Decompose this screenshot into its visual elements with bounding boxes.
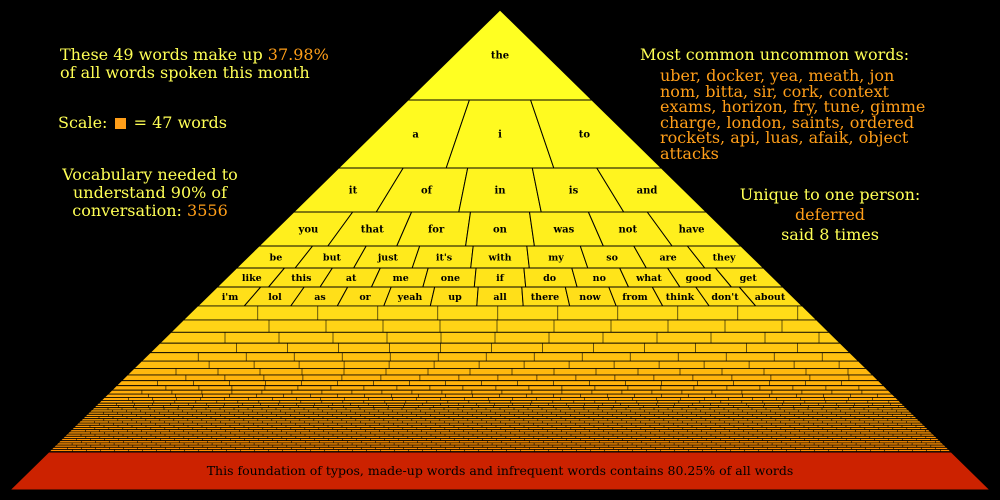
brick-row — [100, 397, 900, 401]
word-label: my — [548, 253, 564, 264]
brick-row — [158, 331, 842, 344]
word-label: at — [346, 273, 357, 284]
word-label: just — [377, 253, 399, 264]
word-label: for — [428, 225, 445, 236]
word-label: all — [493, 292, 507, 303]
word-label: this — [291, 273, 311, 284]
word-label: was — [553, 225, 575, 236]
word-label: good — [686, 273, 712, 284]
word-label: not — [619, 225, 638, 236]
word-label: and — [637, 186, 658, 197]
word-label: have — [679, 225, 705, 236]
scale-text: = 47 words — [133, 113, 227, 132]
word-label: the — [491, 51, 509, 62]
brick-row — [126, 368, 874, 376]
vocab-value: 3556 — [187, 201, 228, 220]
brick-row — [182, 305, 818, 321]
word-label: get — [740, 273, 758, 284]
word-label: of — [421, 186, 433, 197]
vocab-line-3: conversation: — [72, 201, 182, 220]
scale-label: Scale: — [58, 113, 108, 132]
word-label: think — [666, 292, 695, 303]
word-label: up — [448, 292, 462, 303]
brick-row — [110, 385, 890, 391]
word-brick — [529, 99, 663, 169]
word-label: i'm — [222, 292, 239, 303]
word-label: do — [543, 273, 556, 284]
coverage-percent: 37.98% — [267, 45, 329, 64]
uncommon-words-list: uber, docker, yea, meath, jon nom, bitta,… — [660, 68, 990, 161]
uncommon-words-line: charge, london, saints, ordered — [660, 112, 915, 132]
word-label: one — [441, 273, 460, 284]
uncommon-words-line: rockets, api, luas, afaik, object — [660, 128, 909, 147]
word-label: don't — [711, 292, 739, 303]
word-label: as — [314, 292, 326, 303]
word-label: that — [361, 225, 384, 236]
word-label: be — [270, 253, 283, 264]
brick-row — [149, 342, 851, 354]
word-label: or — [359, 292, 371, 303]
word-label: you — [298, 225, 319, 236]
brick-row — [140, 352, 860, 362]
brick-row — [103, 393, 897, 398]
unique-count: said 8 times — [781, 225, 879, 244]
foundation-caption: This foundation of typos, made-up words … — [207, 463, 794, 478]
word-label: with — [487, 253, 511, 264]
word-label: on — [493, 225, 508, 236]
word-label: from — [622, 292, 647, 303]
unique-word: deferred — [794, 205, 866, 224]
uncommon-words-line: uber, docker, yea, meath, jon — [660, 66, 895, 85]
word-label: so — [606, 253, 618, 264]
word-label: i — [498, 130, 502, 141]
vocab-line-2: understand 90% of — [73, 183, 227, 202]
uncommon-words-line: exams, horizon, fry, tune, gimme — [660, 97, 926, 116]
word-label: no — [593, 273, 606, 284]
word-label: about — [755, 292, 786, 303]
word-label: in — [494, 186, 506, 197]
word-label: to — [579, 130, 591, 141]
uncommon-words-line: attacks — [660, 143, 719, 163]
brick-row — [120, 374, 880, 382]
brick-row — [106, 389, 894, 395]
coverage-note: These 49 words make up 37.98% of all wor… — [60, 46, 380, 82]
word-label: now — [579, 292, 601, 303]
uncommon-words-title: Most common uncommon words: — [640, 45, 910, 64]
word-label: what — [635, 273, 662, 284]
word-label: yeah — [397, 292, 423, 303]
brick-row — [97, 400, 903, 404]
word-label: lol — [268, 292, 282, 303]
uncommon-words-line: nom, bitta, sir, cork, context — [660, 81, 889, 101]
scale-square-icon — [114, 118, 126, 129]
foundation-block — [8, 451, 992, 491]
word-label: it — [349, 186, 358, 197]
word-label: there — [531, 292, 559, 303]
unique-title: Unique to one person: — [739, 185, 921, 204]
word-label: a — [412, 130, 419, 141]
brick-row — [133, 360, 867, 369]
word-label: like — [242, 273, 262, 284]
word-label: if — [496, 273, 505, 284]
word-label: is — [569, 186, 579, 197]
word-label: me — [393, 273, 409, 284]
word-label: but — [323, 253, 342, 264]
scale-note: Scale: = 47 words — [58, 114, 227, 132]
word-label: it's — [436, 253, 452, 264]
brick-row — [170, 319, 830, 333]
vocab-line-1: Vocabulary needed to — [62, 165, 238, 184]
word-label: are — [659, 253, 676, 264]
vocab-note: Vocabulary needed to understand 90% of c… — [40, 166, 260, 220]
word-label: they — [713, 253, 736, 264]
coverage-text-2: of all words spoken this month — [60, 63, 310, 82]
coverage-text: These 49 words make up — [60, 45, 263, 64]
brick-row — [115, 380, 885, 387]
unique-note: Unique to one person: deferred said 8 ti… — [710, 186, 950, 244]
